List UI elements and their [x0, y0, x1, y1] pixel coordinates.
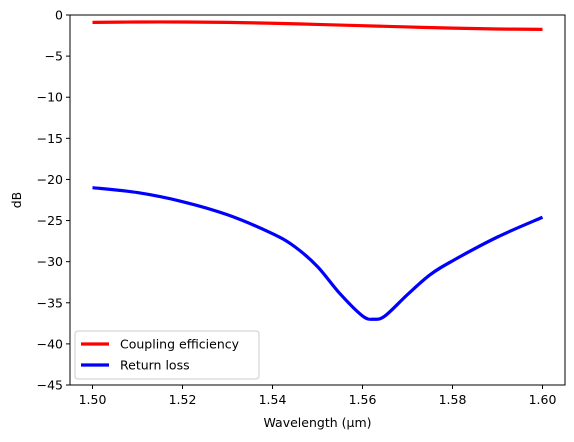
y-tick-label: −10	[37, 90, 63, 105]
plot-area-frame	[69, 14, 566, 386]
y-tick-label: −25	[37, 213, 63, 228]
x-tick-label: 1.54	[259, 392, 287, 407]
y-tick-label: −35	[37, 295, 63, 310]
x-axis-label: Wavelength (μm)	[263, 415, 371, 430]
y-tick-label: −15	[37, 131, 63, 146]
x-tick-label: 1.58	[439, 392, 467, 407]
x-axis: 1.50 1.52 1.54 1.56 1.58 1.60	[79, 385, 557, 407]
x-tick-label: 1.60	[529, 392, 557, 407]
legend: Coupling efficiency Return loss	[74, 330, 260, 380]
y-tick-label: −30	[37, 254, 63, 269]
y-axis: 0 −5 −10 −15 −20 −25 −30 −35 −40 −45	[37, 8, 70, 393]
series-line-coupling-efficiency	[92, 20, 543, 31]
series-line-return-loss	[92, 186, 544, 321]
y-tick-label: −5	[45, 49, 63, 64]
legend-box	[74, 330, 260, 380]
y-tick-label: 0	[55, 8, 63, 23]
y-tick-label: −40	[37, 336, 63, 351]
legend-label: Return loss	[120, 358, 190, 373]
legend-label: Coupling efficiency	[120, 337, 240, 352]
plot-series	[92, 20, 544, 321]
y-axis-label: dB	[9, 192, 24, 209]
y-tick-label: −45	[37, 378, 63, 393]
x-tick-label: 1.56	[349, 392, 377, 407]
x-tick-label: 1.50	[79, 392, 107, 407]
y-tick-label: −20	[37, 172, 63, 187]
x-tick-label: 1.52	[169, 392, 197, 407]
